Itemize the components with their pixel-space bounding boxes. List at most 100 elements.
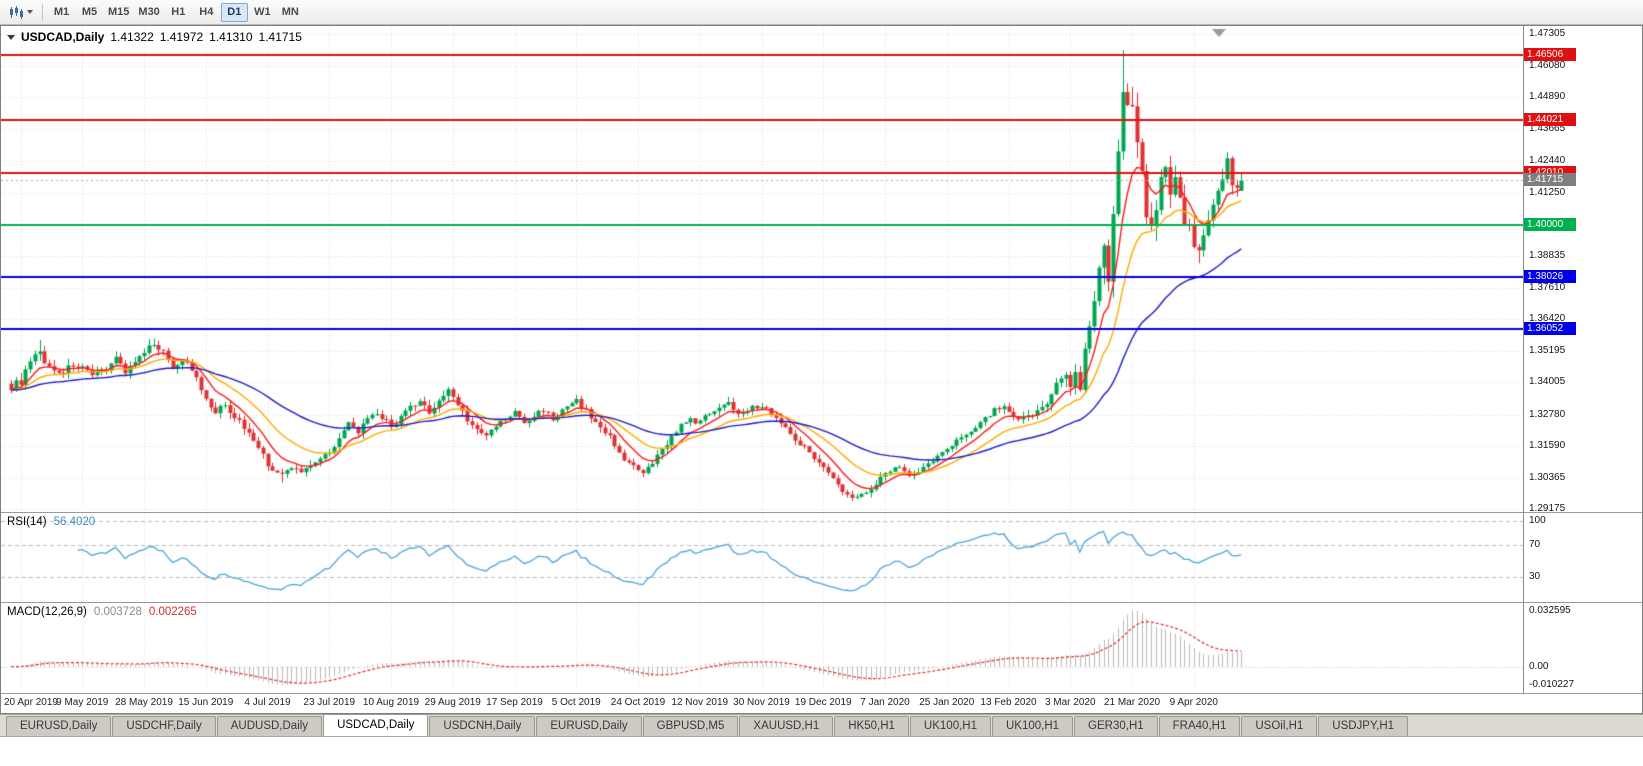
chart-tab-hk50-h1[interactable]: HK50,H1 xyxy=(834,716,909,736)
macd-main-value: 0.003728 xyxy=(93,606,142,618)
rsi-canvas[interactable] xyxy=(1,513,1523,602)
price-axis-label: 1.36420 xyxy=(1529,313,1566,325)
chart-tab-usdjpy-h1[interactable]: USDJPY,H1 xyxy=(1318,716,1409,736)
ohlc-low-value: 1.41310 xyxy=(209,30,253,44)
chart-tab-uk100-h1[interactable]: UK100,H1 xyxy=(991,716,1074,736)
chart-tab-gbpusd-m5[interactable]: GBPUSD,M5 xyxy=(642,716,739,736)
macd-axis-label: 0.00 xyxy=(1529,660,1549,672)
price-axis-label: 1.41250 xyxy=(1529,186,1566,198)
price-axis-separator xyxy=(1523,26,1524,512)
toolbar-separator xyxy=(42,3,43,21)
rsi-axis-separator xyxy=(1523,513,1524,602)
macd-axis-label: -0.010227 xyxy=(1529,679,1575,690)
rsi-value: 56.4020 xyxy=(53,516,96,528)
date-label: 25 Jan 2020 xyxy=(919,697,975,708)
chart-tab-eurusd-daily[interactable]: EURUSD,Daily xyxy=(536,716,642,736)
chart-window: USDCAD,Daily 1.41322 1.41972 1.41310 1.4… xyxy=(0,25,1643,714)
chart-tab-xauusd-h1[interactable]: XAUUSD,H1 xyxy=(739,716,834,736)
date-label: 17 Sep 2019 xyxy=(486,697,543,708)
date-label: 13 Feb 2020 xyxy=(980,697,1037,708)
macd-axis-label: 0.032595 xyxy=(1529,605,1571,616)
date-label: 12 Nov 2019 xyxy=(671,697,729,708)
macd-name: MACD(12,26,9) xyxy=(7,606,87,618)
timeframe-button-mn[interactable]: MN xyxy=(281,5,299,18)
price-axis-label: 1.37610 xyxy=(1529,281,1566,293)
price-axis-label: 1.44890 xyxy=(1529,91,1566,103)
chart-tab-fra40-h1[interactable]: FRA40,H1 xyxy=(1158,716,1241,736)
price-level-badge-1.44021: 1.44021 xyxy=(1524,113,1576,127)
timeframe-button-m30[interactable]: M30 xyxy=(138,5,160,18)
timeframe-button-w1[interactable]: W1 xyxy=(254,5,271,18)
ohlc-high-value: 1.41972 xyxy=(159,30,204,44)
pane-separator[interactable] xyxy=(1,512,1642,513)
one-click-trading-toggle[interactable] xyxy=(7,34,15,40)
pane-separator[interactable] xyxy=(1,602,1642,603)
chart-tab-bar: EURUSD,Daily USDCHF,Daily AUDUSD,Daily USDC… xyxy=(0,714,1643,737)
price-axis-label: 1.29175 xyxy=(1529,502,1566,512)
price-axis-label: 1.30365 xyxy=(1529,471,1566,483)
timeframe-button-m1[interactable]: M1 xyxy=(53,5,70,18)
pane-separator xyxy=(1,693,1642,694)
rsi-axis-label: 100 xyxy=(1529,515,1546,526)
timeframe-button-group: M1 M5 M15 M30 H1 H4 D1 W1 MN xyxy=(48,2,304,22)
chart-tab-usdcad-daily[interactable]: USDCAD,Daily xyxy=(323,714,429,736)
date-label: 24 Oct 2019 xyxy=(610,697,666,708)
date-label: 28 May 2019 xyxy=(115,697,173,708)
chart-tab-ger30-h1[interactable]: GER30,H1 xyxy=(1074,716,1158,736)
ohlc-open-value: 1.41322 xyxy=(110,30,154,44)
date-label: 5 Oct 2019 xyxy=(551,697,601,708)
current-price-badge: 1.41715 xyxy=(1524,173,1576,187)
date-label: 4 Jul 2019 xyxy=(244,697,291,708)
time-axis[interactable]: 20 Apr 2019 9 May 2019 28 May 2019 15 Jun 2… xyxy=(1,694,1642,713)
chart-type-button[interactable] xyxy=(5,4,37,21)
chart-symbol-label: USDCAD,Daily xyxy=(21,30,105,44)
macd-indicator-label: MACD(12,26,9) 0.003728 0.002265 xyxy=(7,606,197,618)
timeframe-button-h1[interactable]: H1 xyxy=(171,5,186,18)
price-axis-label: 1.47305 xyxy=(1529,27,1566,39)
date-label: 9 Apr 2020 xyxy=(1169,697,1218,708)
chart-header: USDCAD,Daily 1.41322 1.41972 1.41310 1.4… xyxy=(7,30,302,44)
rsi-pane: RSI(14) 56.4020 100 70 30 xyxy=(1,513,1642,602)
chart-tab-usoil-h1[interactable]: USOil,H1 xyxy=(1241,716,1318,736)
timeframe-button-m15[interactable]: M15 xyxy=(108,5,130,18)
date-label: 21 Mar 2020 xyxy=(1103,697,1161,708)
price-level-badge-1.46506: 1.46506 xyxy=(1524,47,1576,61)
ohlc-close-value: 1.41715 xyxy=(258,30,302,44)
timeframe-toolbar: M1 M5 M15 M30 H1 H4 D1 W1 MN xyxy=(0,0,1643,25)
date-label: 19 Dec 2019 xyxy=(794,697,852,708)
timeframe-button-d1[interactable]: D1 xyxy=(220,2,248,22)
candlestick-chart-icon xyxy=(10,5,23,19)
timeframe-button-h4[interactable]: H4 xyxy=(199,5,214,18)
price-axis-label: 1.31590 xyxy=(1529,439,1566,451)
date-label: 20 Apr 2019 xyxy=(4,697,58,708)
timeframe-button-m5[interactable]: M5 xyxy=(81,5,98,18)
price-axis-label: 1.46080 xyxy=(1529,60,1566,72)
macd-signal-value: 0.002265 xyxy=(148,606,197,618)
rsi-axis-label: 70 xyxy=(1529,539,1541,550)
date-label: 23 Jul 2019 xyxy=(303,697,356,708)
chart-tab-audusd-daily[interactable]: AUDUSD,Daily xyxy=(216,716,323,736)
rsi-axis-label: 30 xyxy=(1529,571,1541,582)
price-axis-label: 1.42440 xyxy=(1529,155,1566,167)
chart-tab-usdcnh-daily[interactable]: USDCNH,Daily xyxy=(429,716,536,736)
price-axis-label: 1.38835 xyxy=(1529,249,1566,261)
macd-pane: MACD(12,26,9) 0.003728 0.002265 0.032595… xyxy=(1,603,1642,693)
chart-tab-usdchf-daily[interactable]: USDCHF,Daily xyxy=(112,716,216,736)
price-chart-canvas[interactable] xyxy=(1,26,1523,512)
price-axis-label: 1.32780 xyxy=(1529,408,1566,420)
date-label: 15 Jun 2019 xyxy=(178,697,234,708)
date-label: 7 Jan 2020 xyxy=(860,697,910,708)
price-axis-label: 1.43665 xyxy=(1529,123,1566,135)
rsi-indicator-label: RSI(14) 56.4020 xyxy=(7,516,95,528)
chart-tab-eurusd-daily[interactable]: EURUSD,Daily xyxy=(6,716,112,736)
price-level-badge-1.40000: 1.40000 xyxy=(1524,218,1576,232)
macd-canvas[interactable] xyxy=(1,603,1523,693)
main-chart-pane: USDCAD,Daily 1.41322 1.41972 1.41310 1.4… xyxy=(1,26,1642,512)
date-label: 10 Aug 2019 xyxy=(362,697,420,708)
chart-tab-uk100-h1[interactable]: UK100,H1 xyxy=(909,716,991,736)
date-label: 3 Mar 2020 xyxy=(1044,697,1096,708)
date-label: 30 Nov 2019 xyxy=(733,697,790,708)
price-axis-label: 1.35195 xyxy=(1529,345,1566,357)
price-level-badge-1.36052: 1.36052 xyxy=(1524,321,1576,335)
